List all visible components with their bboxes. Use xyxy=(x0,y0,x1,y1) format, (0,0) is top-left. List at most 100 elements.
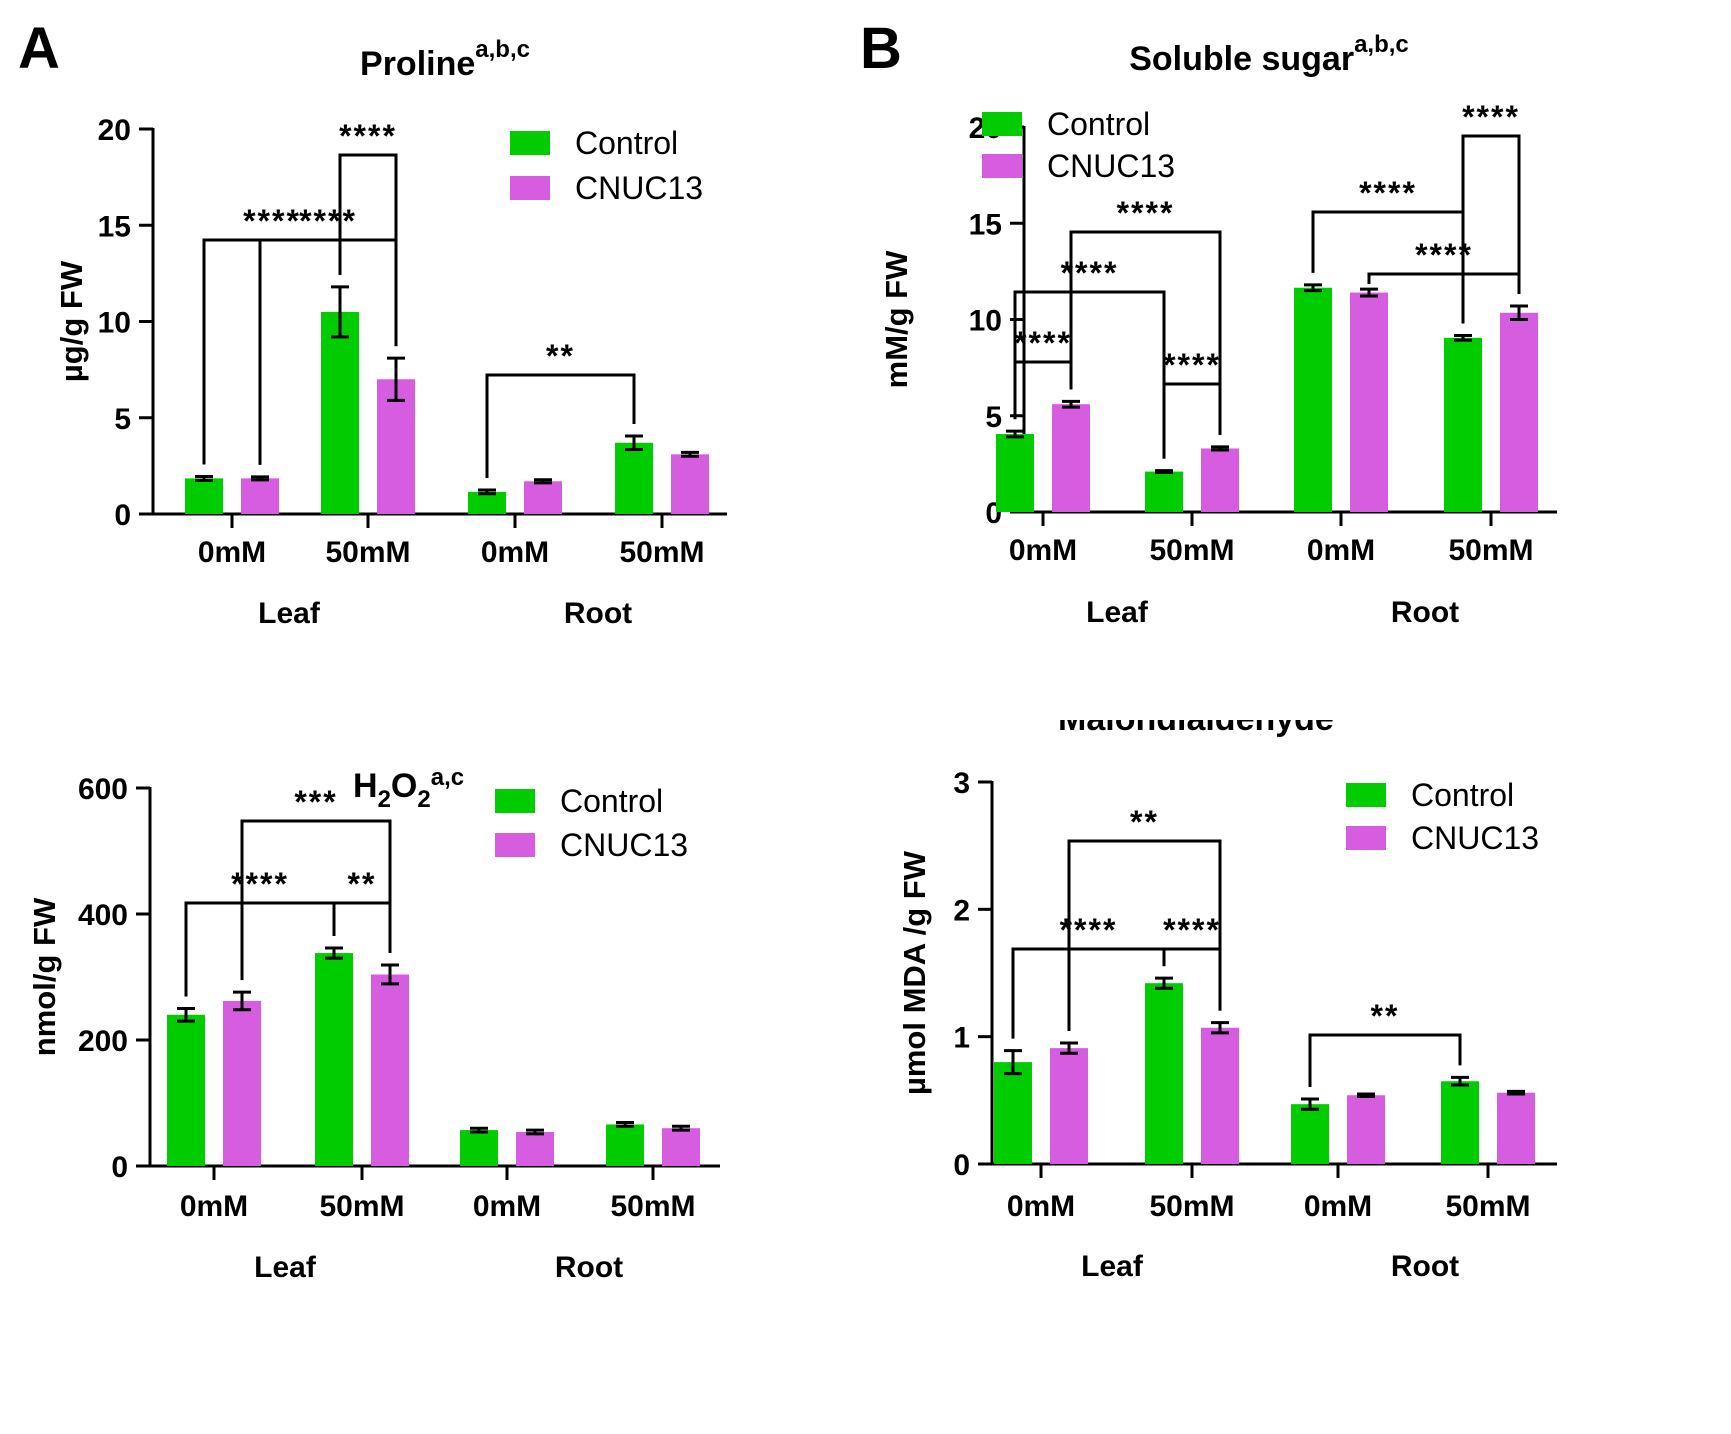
bar-control xyxy=(615,442,653,514)
x-category-label: 50mM xyxy=(610,1190,695,1223)
bar-cnuc13 xyxy=(241,478,279,514)
bar-cnuc13 xyxy=(1347,1095,1385,1164)
x-category-label: 0mM xyxy=(481,536,549,569)
bar-control xyxy=(1145,983,1183,1164)
title-sub-1: 2 xyxy=(378,786,391,813)
y-tick-label: 0 xyxy=(953,1149,970,1182)
y-tick-label: 20 xyxy=(98,114,131,147)
bar-control xyxy=(468,491,506,514)
significance-label: **** xyxy=(1163,347,1221,383)
y-tick-label: 5 xyxy=(985,401,1002,434)
x-category-label: 0mM xyxy=(1007,1190,1075,1223)
legend-label-control: Control xyxy=(1411,777,1514,813)
bar-control xyxy=(1441,1081,1479,1164)
panel-letter: B xyxy=(860,16,902,81)
bar-cnuc13 xyxy=(1201,1027,1239,1164)
panel-a-proline: A Prolinea,b,c 0 5 10 15 20 µg/g FW 0mM 50mM 0mM 50… xyxy=(0,0,790,725)
title-h: H xyxy=(353,767,378,805)
bar-cnuc13 xyxy=(671,454,709,514)
significance-label: **** xyxy=(1163,912,1221,948)
y-tick-label: 10 xyxy=(98,307,131,340)
significance-bracket xyxy=(258,238,398,465)
y-tick-label: 400 xyxy=(78,899,128,932)
y-axis-label: µmol MDA /g FW xyxy=(897,850,932,1095)
bar-cnuc13 xyxy=(1052,404,1090,512)
bar-control xyxy=(1145,471,1183,512)
proline-chart: A Prolinea,b,c 0 5 10 15 20 µg/g FW 0mM 50mM 0mM 50… xyxy=(18,16,727,630)
significance-bracket xyxy=(485,373,636,478)
x-group-label: Root xyxy=(564,597,632,630)
bar-cnuc13 xyxy=(1350,292,1388,512)
y-axis-label: µg/g FW xyxy=(54,260,89,382)
significance-label: ** xyxy=(546,338,575,374)
x-category-label: 50mM xyxy=(1149,1190,1234,1223)
legend-label-control: Control xyxy=(575,125,678,161)
x-group-label: Root xyxy=(1391,1250,1459,1283)
x-category-label: 0mM xyxy=(1009,534,1077,567)
legend-label-control: Control xyxy=(1047,106,1150,142)
title-sub-2: 2 xyxy=(417,786,430,813)
title-main: Malondialdehyde xyxy=(1058,720,1343,738)
chart-title: Soluble sugara,b,c xyxy=(1129,31,1409,78)
x-category-label: 0mM xyxy=(1304,1190,1372,1223)
y-tick-label: 200 xyxy=(78,1025,128,1058)
significance-label: **** xyxy=(243,203,301,239)
significance-label: ** xyxy=(348,866,377,902)
legend-swatch-control xyxy=(495,789,535,813)
legend-label-cnuc13: CNUC13 xyxy=(575,170,703,206)
x-category-label: 0mM xyxy=(198,536,266,569)
legend-label-cnuc13: CNUC13 xyxy=(1411,820,1539,856)
x-group-label: Leaf xyxy=(1086,596,1149,629)
legend-swatch-cnuc13 xyxy=(982,154,1022,178)
title-sup: a,b,c xyxy=(475,36,530,63)
bar-cnuc13 xyxy=(662,1128,700,1166)
x-category-label: 0mM xyxy=(473,1190,541,1223)
malondialdehyde-chart: D Malondialdehyde a,b,c 0 1 2 3 µmol MDA /g FW… xyxy=(860,658,1557,1283)
x-group-label: Leaf xyxy=(254,1251,317,1284)
x-group-label: Leaf xyxy=(1081,1250,1144,1283)
bar-control xyxy=(1291,1104,1329,1164)
y-tick-label: 1 xyxy=(953,1022,970,1055)
bar-control xyxy=(994,1062,1032,1164)
legend-label-cnuc13: CNUC13 xyxy=(560,827,688,863)
y-axis-label: nmol/g FW xyxy=(27,897,62,1056)
chart-group: A Prolinea,b,c 0 5 10 15 20 µg/g FW 0mM 50mM 0mM 50… xyxy=(18,16,727,630)
legend-swatch-control xyxy=(982,112,1022,136)
bar-control xyxy=(460,1130,498,1166)
legend-swatch-control xyxy=(510,131,550,155)
bar-control xyxy=(1444,337,1482,512)
x-category-label: 50mM xyxy=(325,536,410,569)
significance-bracket xyxy=(1011,947,1166,1039)
panel-letter: D xyxy=(860,720,902,723)
significance-bracket xyxy=(1162,382,1222,459)
legend-swatch-cnuc13 xyxy=(510,176,550,200)
legend-label-control: Control xyxy=(560,783,663,819)
significance-label: **** xyxy=(1014,325,1072,361)
significance-label: **** xyxy=(1117,195,1175,231)
significance-bracket xyxy=(1069,230,1222,435)
bar-cnuc13 xyxy=(516,1131,554,1166)
y-tick-label: 0 xyxy=(114,499,131,532)
y-tick-label: 10 xyxy=(969,305,1002,338)
chart-group: D Malondialdehyde a,b,c 0 1 2 3 µmol MDA /g FW… xyxy=(860,658,1557,1283)
significance-bracket xyxy=(202,238,342,465)
chart-title: Malondialdehyde a,b,c xyxy=(1058,720,1398,738)
significance-bracket xyxy=(184,901,336,997)
legend-swatch-control xyxy=(1346,783,1386,807)
title-o: O xyxy=(391,767,417,805)
bar-cnuc13 xyxy=(1050,1048,1088,1164)
bar-control xyxy=(1294,287,1332,512)
bar-control xyxy=(315,953,353,1166)
bar-cnuc13 xyxy=(524,481,562,514)
y-axis-label: mM/g FW xyxy=(879,250,914,388)
title-sup: a,b,c xyxy=(1354,31,1409,58)
x-group-label: Root xyxy=(1391,596,1459,629)
significance-label: **** xyxy=(1462,99,1520,135)
significance-label: **** xyxy=(299,203,357,239)
significance-label: ** xyxy=(1130,804,1159,840)
